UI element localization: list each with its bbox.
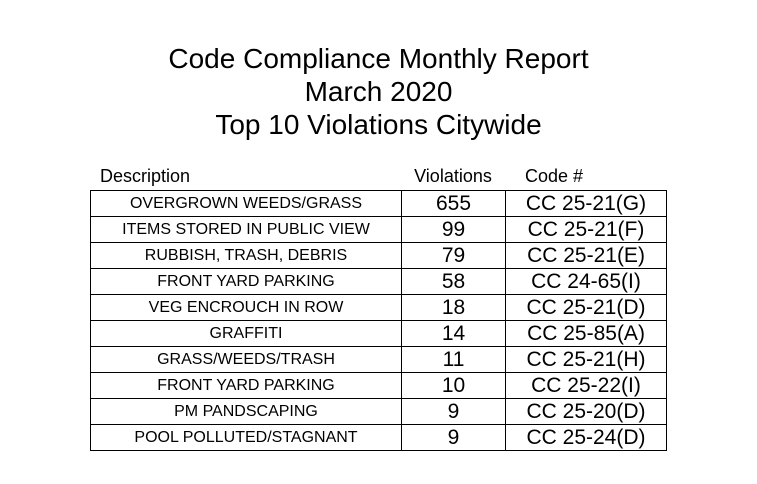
cell-code: CC 25-24(D) [505,424,667,451]
cell-description: ITEMS STORED IN PUBLIC VIEW [90,216,402,243]
cell-violations: 14 [401,320,506,347]
table-row: GRAFFITI 14 CC 25-85(A) [90,320,667,347]
cell-violations: 9 [401,398,506,425]
report-title-line-3: Top 10 Violations Citywide [215,109,542,140]
cell-code: CC 25-21(E) [505,242,667,269]
report-title-line-2: March 2020 [304,76,453,107]
cell-description: OVERGROWN WEEDS/GRASS [90,190,402,217]
column-header-description: Description [100,165,191,186]
cell-violations: 10 [401,372,506,399]
table-row: RUBBISH, TRASH, DEBRIS 79 CC 25-21(E) [90,242,667,269]
table-row: VEG ENCROUCH IN ROW 18 CC 25-21(D) [90,294,667,321]
cell-description: FRONT YARD PARKING [90,268,402,295]
cell-description: FRONT YARD PARKING [90,372,402,399]
table-header-row: Description Violations Code # [90,163,666,189]
table-row: PM PANDSCAPING 9 CC 25-20(D) [90,398,667,425]
cell-description: GRAFFITI [90,320,402,347]
cell-code: CC 25-21(G) [505,190,667,217]
table-row: OVERGROWN WEEDS/GRASS 655 CC 25-21(G) [90,190,667,217]
cell-code: CC 25-21(D) [505,294,667,321]
table-row: ITEMS STORED IN PUBLIC VIEW 99 CC 25-21(F) [90,216,667,243]
cell-description: RUBBISH, TRASH, DEBRIS [90,242,402,269]
cell-code: CC 25-20(D) [505,398,667,425]
cell-description: VEG ENCROUCH IN ROW [90,294,402,321]
violations-table-body: OVERGROWN WEEDS/GRASS 655 CC 25-21(G) ITEMS… [90,190,667,451]
table-row: GRASS/WEEDS/TRASH 11 CC 25-21(H) [90,346,667,373]
cell-description: POOL POLLUTED/STAGNANT [90,424,402,451]
table-row: FRONT YARD PARKING 10 CC 25-22(I) [90,372,667,399]
violations-table: OVERGROWN WEEDS/GRASS 655 CC 25-21(G) ITEMS… [90,190,667,451]
report-title-line-1: Code Compliance Monthly Report [168,43,589,74]
table-row: POOL POLLUTED/STAGNANT 9 CC 25-24(D) [90,424,667,451]
column-header-violations: Violations [414,165,492,186]
cell-violations: 79 [401,242,506,269]
cell-violations: 11 [401,346,506,373]
column-header-code: Code # [525,165,584,186]
cell-code: CC 25-21(H) [505,346,667,373]
cell-violations: 18 [401,294,506,321]
table-row: FRONT YARD PARKING 58 CC 24-65(I) [90,268,667,295]
cell-description: PM PANDSCAPING [90,398,402,425]
cell-code: CC 25-22(I) [505,372,667,399]
cell-violations: 655 [401,190,506,217]
cell-description: GRASS/WEEDS/TRASH [90,346,402,373]
cell-code: CC 24-65(I) [505,268,667,295]
cell-violations: 58 [401,268,506,295]
cell-code: CC 25-21(F) [505,216,667,243]
cell-violations: 9 [401,424,506,451]
cell-violations: 99 [401,216,506,243]
report-title-block: Code Compliance Monthly Report March 202… [0,42,757,141]
cell-code: CC 25-85(A) [505,320,667,347]
